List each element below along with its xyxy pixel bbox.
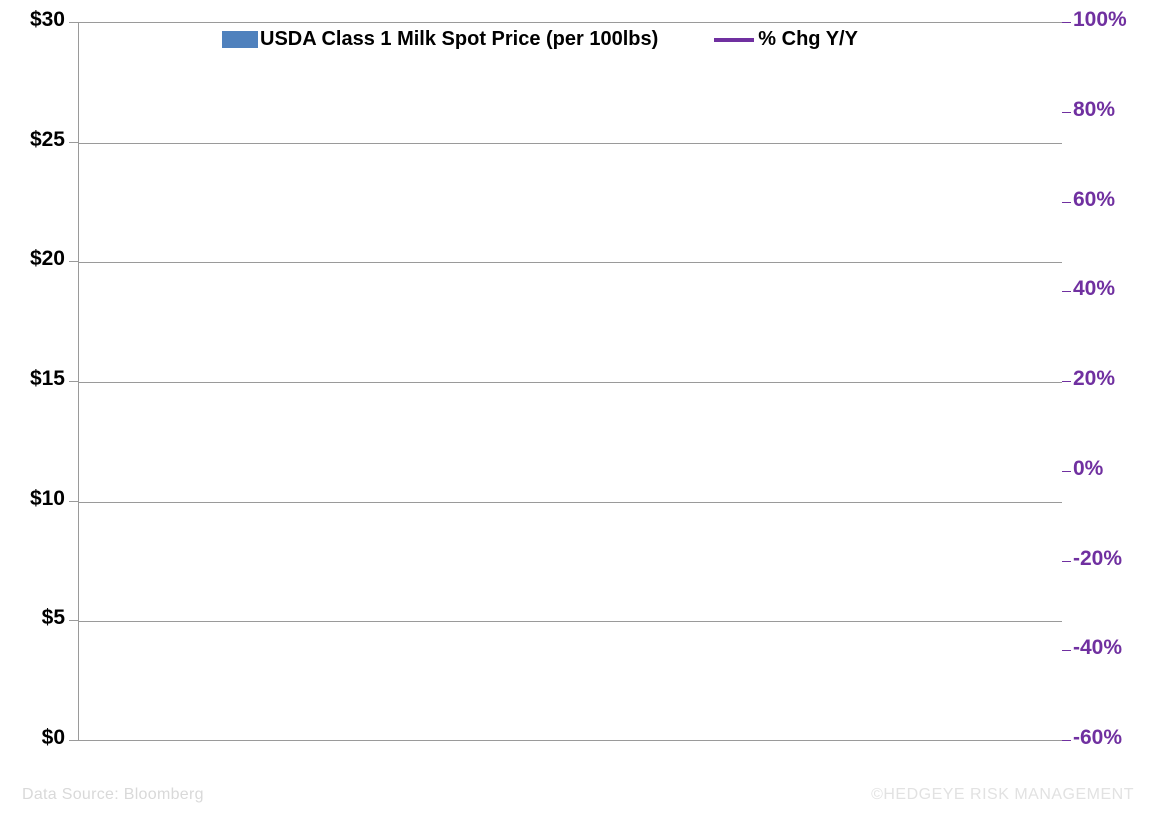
right-axis-tick xyxy=(1062,201,1071,203)
left-axis-tick xyxy=(69,141,78,143)
legend-item-bars: USDA Class 1 Milk Spot Price (per 100lbs… xyxy=(222,28,658,51)
data-source-note: Data Source: Bloomberg xyxy=(22,786,204,803)
right-axis-tick xyxy=(1062,22,1071,23)
left-axis-label: $15 xyxy=(29,367,65,390)
legend-label-line: % Chg Y/Y xyxy=(758,28,858,50)
legend-label-bars: USDA Class 1 Milk Spot Price (per 100lbs… xyxy=(260,28,659,50)
chart-canvas xyxy=(78,22,1062,740)
gridlines xyxy=(79,23,1062,740)
left-axis-tick xyxy=(69,500,78,502)
right-axis-label: 80% xyxy=(1073,97,1116,121)
gridline xyxy=(79,621,1062,623)
copyright-note: ©HEDGEYE RISK MANAGEMENT xyxy=(871,786,1134,803)
right-axis-label: -40% xyxy=(1073,636,1123,660)
right-axis-label: 40% xyxy=(1073,277,1116,301)
right-axis-tick xyxy=(1062,560,1071,562)
plot-area xyxy=(78,22,1062,740)
left-axis-label: $0 xyxy=(41,726,65,749)
chart-legend: USDA Class 1 Milk Spot Price (per 100lbs… xyxy=(222,28,858,51)
left-axis-tick xyxy=(69,620,78,622)
line-swatch-icon xyxy=(714,37,755,42)
right-axis-label: 60% xyxy=(1073,187,1116,211)
right-axis-tick xyxy=(1062,381,1071,382)
right-axis-label: 0% xyxy=(1073,456,1104,480)
right-axis-label: -60% xyxy=(1073,726,1123,749)
right-axis-label: 20% xyxy=(1073,367,1116,390)
left-axis-tick xyxy=(69,740,78,741)
bar-swatch-icon xyxy=(222,31,258,48)
legend-item-line: % Chg Y/Y xyxy=(714,28,858,51)
left-axis-label: $25 xyxy=(29,127,65,151)
gridline xyxy=(79,262,1062,264)
right-axis-tick xyxy=(1062,291,1071,293)
left-axis-tick xyxy=(69,381,78,382)
x-axis-line xyxy=(78,740,1062,741)
left-axis-label: $20 xyxy=(29,247,65,271)
right-axis-tick xyxy=(1062,111,1071,113)
gridline xyxy=(79,501,1062,503)
right-axis-label: 100% xyxy=(1073,8,1127,31)
right-axis-label: -20% xyxy=(1073,546,1123,570)
left-axis-label: $30 xyxy=(29,8,65,31)
left-axis-label: $5 xyxy=(41,606,65,630)
gridline xyxy=(79,382,1062,383)
left-axis-label: $10 xyxy=(29,486,65,510)
right-axis-tick xyxy=(1062,740,1071,741)
right-axis-tick xyxy=(1062,470,1071,472)
right-axis-tick xyxy=(1062,650,1071,652)
left-axis-tick xyxy=(69,22,78,23)
gridline xyxy=(79,142,1062,144)
left-axis-tick xyxy=(69,261,78,263)
